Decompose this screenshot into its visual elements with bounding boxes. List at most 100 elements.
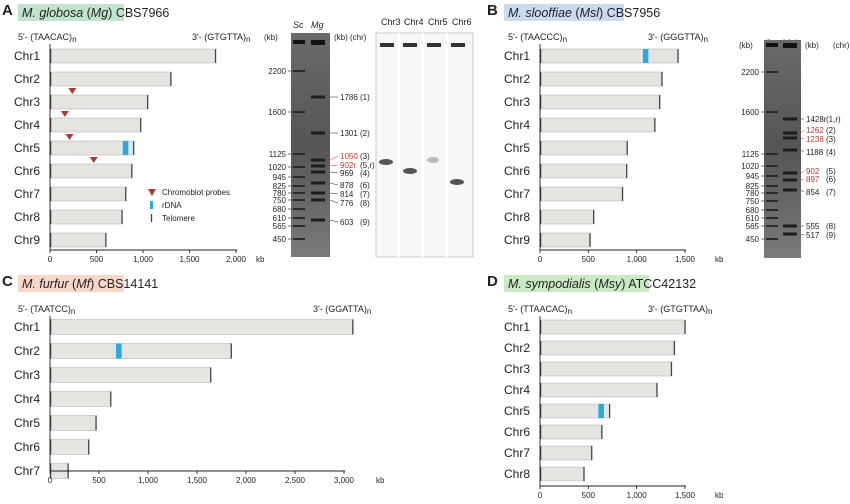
- gel-band-leader: [800, 189, 805, 193]
- gel-marker-label: 1125: [269, 150, 287, 159]
- chromosome-bar: [539, 340, 675, 356]
- gel-band-chr-label: (4): [360, 169, 370, 178]
- gel-marker-label: 825: [746, 182, 760, 191]
- chromosome-bar: [49, 439, 90, 455]
- gel-sample-band: [311, 95, 325, 99]
- gel-band-kb-label: 1786: [340, 93, 358, 102]
- gel-sc-band: [766, 71, 778, 73]
- gel-band-kb-label: 854: [806, 188, 820, 197]
- gel-band-chr-label: (5,r): [360, 161, 375, 170]
- panel-b: B M. slooffiae (Msl) CBS7956 5'- (TAACCC…: [487, 2, 850, 264]
- gel-band-kb-label: 902: [806, 167, 820, 176]
- gel-a2-lane-chr6: Chr6: [452, 17, 472, 27]
- gel-marker-label: 2200: [741, 68, 759, 77]
- panel-a-abbr: Mg: [91, 6, 108, 20]
- gel-marker-label: 565: [273, 222, 287, 231]
- gel-marker-label: 1600: [268, 108, 286, 117]
- chromosome-bar: [539, 140, 628, 156]
- panel-a-strain: CBS7966: [112, 6, 169, 20]
- chromosome-label: Chr4: [14, 118, 40, 132]
- chromosome-label: Chr9: [14, 233, 40, 247]
- x-axis-unit: kb: [256, 255, 265, 264]
- gel-band-chr-label: (4): [826, 148, 836, 157]
- gel-sample-band: [311, 181, 325, 185]
- chromosome-bar: [539, 382, 658, 398]
- gel-band-chr-label: (2): [826, 126, 836, 135]
- chromosome-bar: [539, 319, 686, 335]
- chromosome-bar: [49, 319, 354, 335]
- gel-marker-label: 450: [746, 235, 760, 244]
- x-axis-tick-label: 1,000: [627, 255, 648, 264]
- gel-band-leader: [329, 171, 339, 174]
- x-axis-tick-label: 500: [92, 476, 106, 485]
- x-axis-unit: kb: [376, 476, 385, 485]
- x-axis-tick-label: 2,000: [226, 255, 247, 264]
- gel-a2-image: [375, 32, 474, 258]
- chromosome-label: Chr6: [504, 425, 530, 439]
- panel-a-paren-open: (: [83, 6, 91, 20]
- gel-a2-band-chr4: [403, 168, 417, 174]
- gel-marker-label: 610: [273, 214, 287, 223]
- panel-d-left-repeat-n: n: [568, 307, 572, 316]
- chromosome-bar: [539, 117, 656, 133]
- gel-band-chr-label: (6): [826, 175, 836, 184]
- panel-b-chromosome-map: Chr1 Chr2 Chr3 Chr4 Chr5 Chr6 Chr7 Chr8 Chr9 0 500…: [504, 44, 724, 264]
- legend-rdna-label: rDNA: [162, 201, 182, 210]
- panel-c-species-name: M. furfur: [22, 277, 69, 291]
- chromosome-label: Chr7: [504, 187, 530, 201]
- chromosome-label: Chr2: [14, 72, 40, 86]
- panel-c-chromosome-map: Chr1 Chr2 Chr3 Chr4 Chr5 Chr6 Chr7 0 500 1,000 1,5…: [14, 316, 385, 485]
- panel-d-letter: D: [487, 273, 498, 290]
- panel-a-left-repeat-seq: 5'- (TAACAC): [18, 32, 72, 42]
- chromosome-bar: [49, 415, 97, 431]
- panel-b-right-repeat-seq: 3'- (GGGTTA): [648, 32, 704, 42]
- chromosome-bar: [539, 424, 603, 440]
- panel-d-right-repeat: 3'- (GTGTTAA)n: [648, 304, 713, 316]
- chromosome-bar: [539, 186, 623, 202]
- chromosome-label: Chr2: [504, 341, 530, 355]
- gel-sample-band: [783, 117, 797, 121]
- chromosome-bar: [539, 466, 585, 482]
- panel-b-header-bg: [504, 4, 624, 21]
- gel-a2-band-chr6: [450, 179, 464, 185]
- panel-b-paren-open: (: [572, 6, 580, 20]
- rdna-legend-icon: [150, 201, 153, 209]
- panel-c-right-repeat-seq: 3'- (GGATTA): [313, 304, 367, 314]
- panel-a-header-bg: [18, 4, 124, 21]
- legend-probe-label: Chromoblot probes: [162, 188, 230, 197]
- gel-band-kb-label: 1428r: [806, 115, 827, 124]
- panel-d-header-bg: [504, 275, 649, 292]
- chromosome-label: Chr4: [504, 383, 530, 397]
- x-axis-unit: kb: [715, 255, 724, 264]
- gel-sc-band: [293, 225, 305, 227]
- gel-band-leader: [800, 233, 805, 236]
- panel-b-left-repeat-seq: 5'- (TAACCC): [508, 32, 563, 42]
- gel-sample-band: [311, 158, 325, 162]
- chromosome-bar: [539, 232, 591, 248]
- chromosome-label: Chr9: [504, 233, 530, 247]
- gel-band-chr-label: (5): [826, 167, 836, 176]
- panel-a-paren-close: ): [108, 6, 112, 20]
- panel-a-legend: Chromoblot probes rDNA Telomere: [148, 188, 230, 223]
- gel-marker-label: 450: [273, 235, 287, 244]
- gel-marker-label: 1125: [742, 150, 760, 159]
- chromosome-label: Chr1: [14, 49, 40, 63]
- panel-d-strain: ATCC42132: [625, 277, 696, 291]
- panel-d: D M. sympodialis (Msy) ATCC42132 5'- (TT…: [487, 273, 724, 500]
- panel-d-species: M. sympodialis (Msy) ATCC42132: [508, 277, 696, 291]
- gel-sc-band: [293, 238, 305, 240]
- gel-band-kb-label: 1238: [806, 135, 824, 144]
- chromosome-bar: [539, 94, 660, 110]
- gel-band-chr-label: (3): [826, 135, 836, 144]
- probe-marker: [68, 88, 77, 94]
- gel-a-lane-sc: Sc: [293, 20, 304, 30]
- rdna-marker: [116, 343, 122, 359]
- chromosome-label: Chr3: [504, 95, 530, 109]
- x-axis-tick-label: 1,000: [138, 476, 159, 485]
- chromosome-bar: [49, 209, 123, 225]
- chromosome-bar: [49, 140, 134, 156]
- panel-a-right-repeat: 3'- (GTGTTA)n: [192, 32, 251, 44]
- gel-band-chr-label: (8): [360, 199, 370, 208]
